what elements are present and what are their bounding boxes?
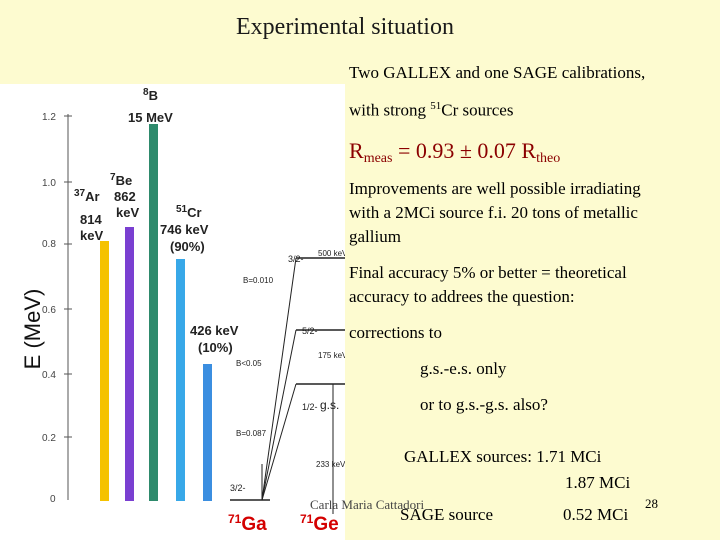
gses-line: g.s.-e.s. only bbox=[420, 359, 507, 378]
be7-energy: 862 bbox=[114, 189, 136, 204]
ar37-label: 37Ar bbox=[74, 188, 100, 205]
y-ticks bbox=[64, 115, 72, 438]
ar37-unit: keV bbox=[80, 228, 103, 243]
cr-sources-line: with strong 51Cr sources bbox=[349, 96, 513, 121]
bar-cr51-746 bbox=[176, 259, 185, 501]
y-tick: 0.8 bbox=[42, 239, 56, 250]
ge-energy-500: 500 keV bbox=[318, 249, 345, 258]
sage-source-label: SAGE source bbox=[400, 505, 494, 524]
ar37-energy: 814 bbox=[80, 212, 102, 227]
y-tick-labels: 1.2 1.0 0.8 0.6 0.4 0.2 0 bbox=[42, 112, 56, 505]
ge-spin-500: 3/2- bbox=[288, 254, 304, 264]
ga-spin: 3/2- bbox=[230, 483, 246, 493]
slide-title: Experimental situation bbox=[236, 14, 454, 40]
rmeas-sub: meas bbox=[363, 151, 393, 166]
improve-line-1: Improvements are well possible irradiati… bbox=[349, 179, 641, 198]
rmeas-value: = 0.93 ± 0.07 R bbox=[392, 138, 537, 163]
bar-ar37 bbox=[100, 241, 109, 501]
y-tick: 0.2 bbox=[42, 433, 56, 444]
b-0087: B=0.087 bbox=[236, 429, 267, 438]
sage-source-value: 0.52 MCi bbox=[563, 505, 629, 524]
cr-mass-number: 51 bbox=[430, 100, 442, 112]
b8-energy: 15 MeV bbox=[128, 110, 173, 125]
gallex-second-value: 1.87 MCi bbox=[565, 473, 631, 492]
level-scheme-svg: 1.2 1.0 0.8 0.6 0.4 0.2 0 E (MeV) 8B 15 … bbox=[20, 87, 345, 535]
threshold-233: 233 keV bbox=[316, 460, 345, 469]
b-005: B<0.05 bbox=[236, 359, 262, 368]
ge71-label: 71Ge bbox=[300, 512, 339, 535]
bar-be7 bbox=[125, 227, 134, 501]
corrections-line: corrections to bbox=[349, 323, 442, 342]
y-tick: 0.4 bbox=[42, 370, 56, 381]
improve-line-3: gallium bbox=[349, 227, 401, 246]
ge-spin-175: 5/2- bbox=[302, 326, 318, 336]
ge-gs-label: g.s. bbox=[320, 398, 339, 412]
transition-gs bbox=[261, 383, 297, 501]
cr51-label: 51Cr bbox=[176, 204, 202, 221]
cr-sources-suffix: Cr sources bbox=[441, 100, 514, 120]
gallex-sources-line: GALLEX sources: 1.71 MCi bbox=[404, 447, 602, 466]
footer-author: Carla Maria Cattadori bbox=[310, 497, 425, 512]
gsgs-line: or to g.s.-g.s. also? bbox=[420, 395, 548, 414]
be7-unit: keV bbox=[116, 205, 139, 220]
ge-spin-gs: 1/2- bbox=[302, 402, 318, 412]
be7-label: 7Be bbox=[110, 172, 132, 189]
rmeas-formula: Rmeas = 0.93 ± 0.07 Rtheo bbox=[349, 138, 560, 167]
y-tick: 0.6 bbox=[42, 305, 56, 316]
calibrations-line: Two GALLEX and one SAGE calibrations, bbox=[349, 63, 646, 82]
b8-label: 8B bbox=[143, 87, 158, 104]
final-line-1: Final accuracy 5% or better = theoretica… bbox=[349, 263, 627, 282]
page-number: 28 bbox=[645, 496, 658, 511]
rtheo-sub: theo bbox=[536, 151, 561, 166]
cr51-branch-90: (90%) bbox=[170, 239, 205, 254]
bar-cr51-426 bbox=[203, 364, 212, 501]
ge-energy-175: 175 keV bbox=[318, 351, 345, 360]
cr51-branch-10: (10%) bbox=[198, 340, 233, 355]
y-tick: 1.0 bbox=[42, 178, 56, 189]
bar-b8 bbox=[149, 124, 158, 501]
final-line-2: accuracy to addrees the question: bbox=[349, 287, 575, 306]
level-scheme-figure: 1.2 1.0 0.8 0.6 0.4 0.2 0 E (MeV) 8B 15 … bbox=[0, 84, 345, 540]
rmeas-r: R bbox=[349, 138, 364, 163]
ga71-label: 71Ga bbox=[228, 512, 267, 535]
transition-500 bbox=[261, 257, 297, 501]
improve-line-2: with a 2MCi source f.i. 20 tons of metal… bbox=[349, 203, 638, 222]
y-axis-label: E (MeV) bbox=[20, 289, 45, 370]
cr-sources-prefix: with strong bbox=[349, 100, 431, 120]
cr51-energy-426: 426 keV bbox=[190, 323, 239, 338]
cr51-energy-746: 746 keV bbox=[160, 222, 209, 237]
y-tick: 1.2 bbox=[42, 112, 56, 123]
b-0010: B=0.010 bbox=[243, 276, 274, 285]
transition-175 bbox=[261, 329, 297, 501]
y-tick: 0 bbox=[50, 494, 56, 505]
